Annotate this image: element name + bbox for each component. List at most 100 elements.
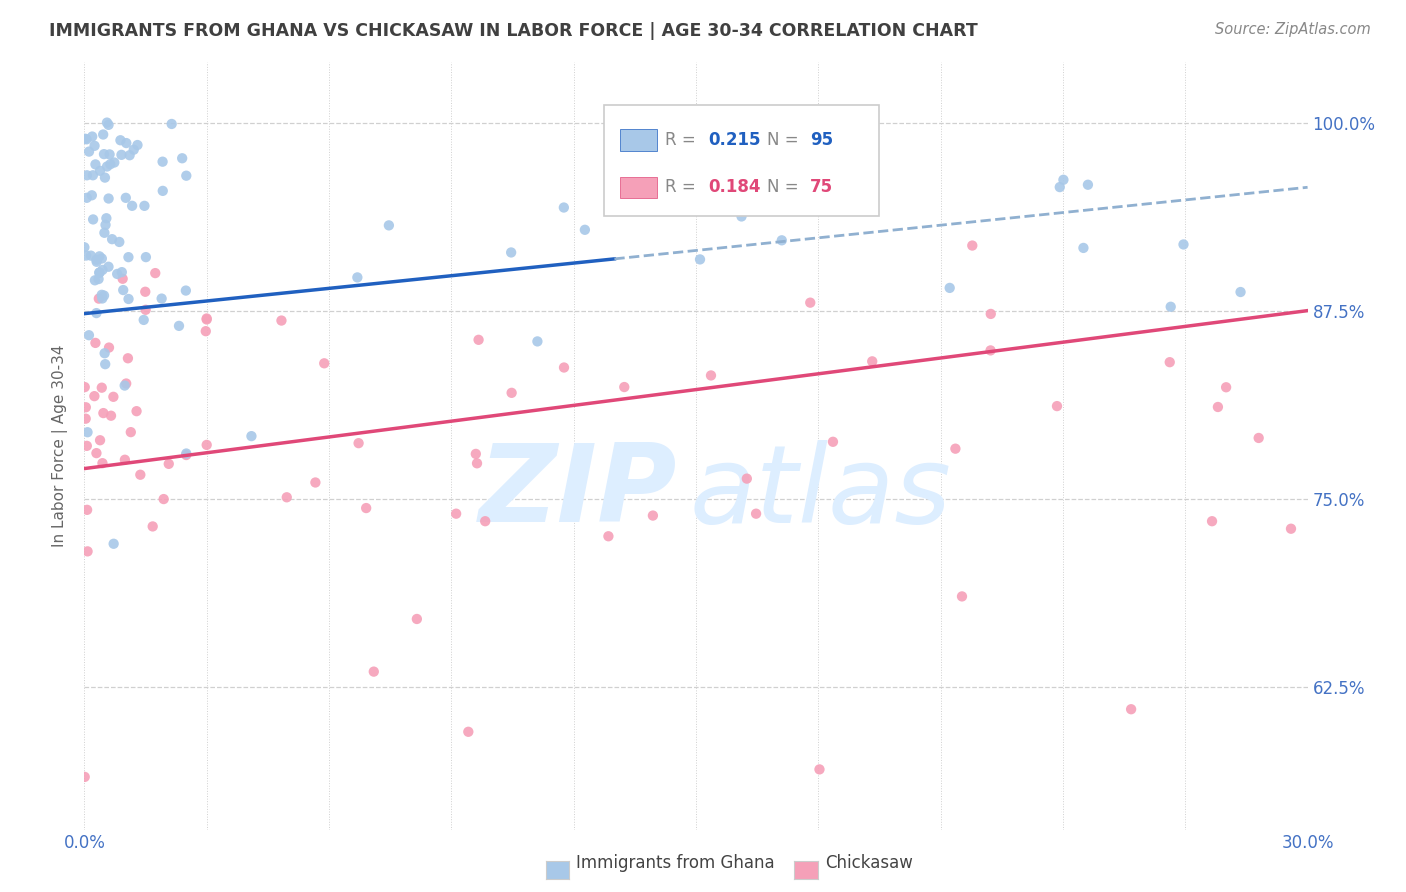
Text: 95: 95: [810, 131, 832, 149]
Point: [117, 351, 139, 366]
Point: [100, 409, 122, 423]
Point: [115, 136, 138, 150]
Point: [167, 318, 190, 333]
Point: [73, 380, 96, 394]
Point: [77, 328, 100, 343]
Point: [860, 354, 883, 368]
Point: [135, 250, 157, 264]
Point: [110, 133, 132, 147]
Text: R =: R =: [665, 178, 702, 196]
Text: IMMIGRANTS FROM GHANA VS CHICKASAW IN LABOR FORCE | AGE 30-34 CORRELATION CHART: IMMIGRANTS FROM GHANA VS CHICKASAW IN LA…: [49, 22, 979, 40]
Point: [84, 335, 107, 350]
Text: ZIP: ZIP: [479, 439, 678, 545]
Point: [90, 288, 112, 302]
Point: [86, 252, 108, 267]
Point: [76, 132, 98, 146]
Point: [98, 157, 121, 171]
Point: [405, 612, 427, 626]
Point: [83, 389, 105, 403]
Point: [1229, 285, 1251, 299]
Text: 75: 75: [810, 178, 832, 196]
Point: [73, 770, 96, 784]
Point: [96, 160, 118, 174]
Point: [808, 763, 831, 777]
Point: [132, 313, 155, 327]
Point: [89, 163, 111, 178]
Text: R =: R =: [665, 131, 702, 149]
Point: [96, 211, 118, 226]
Point: [76, 439, 98, 453]
Point: [980, 307, 1002, 321]
Point: [91, 456, 114, 470]
Point: [474, 514, 496, 528]
Point: [689, 252, 711, 267]
Point: [134, 285, 156, 299]
Point: [1049, 180, 1071, 194]
Point: [86, 306, 108, 320]
Point: [195, 438, 218, 452]
Point: [730, 210, 752, 224]
Point: [174, 284, 197, 298]
Point: [73, 240, 96, 254]
Point: [1279, 522, 1302, 536]
Point: [821, 434, 844, 449]
Point: [75, 411, 97, 425]
Point: [75, 132, 97, 146]
Text: 0.215: 0.215: [709, 131, 761, 149]
Point: [76, 425, 98, 440]
Point: [87, 292, 110, 306]
Point: [108, 235, 131, 249]
Bar: [620, 129, 657, 151]
Point: [172, 151, 194, 165]
Point: [121, 199, 143, 213]
Point: [94, 170, 117, 185]
Point: [195, 312, 218, 326]
Point: [122, 143, 145, 157]
Point: [1160, 300, 1182, 314]
Point: [945, 442, 967, 456]
Point: [103, 155, 125, 169]
Point: [526, 334, 548, 349]
Point: [641, 508, 664, 523]
Point: [129, 467, 152, 482]
Point: [354, 501, 377, 516]
Point: [110, 148, 132, 162]
Point: [125, 404, 148, 418]
Point: [553, 201, 575, 215]
Point: [103, 390, 125, 404]
Point: [1247, 431, 1270, 445]
Point: [152, 184, 174, 198]
Point: [91, 292, 114, 306]
Point: [117, 250, 139, 264]
Point: [114, 191, 136, 205]
Point: [304, 475, 326, 490]
Point: [83, 273, 105, 287]
Point: [76, 503, 98, 517]
Point: [467, 333, 489, 347]
Point: [89, 266, 111, 280]
Point: [1201, 514, 1223, 528]
Point: [112, 283, 135, 297]
Point: [378, 219, 401, 233]
Point: [98, 147, 121, 161]
Point: [93, 288, 115, 302]
Point: [613, 380, 636, 394]
Point: [76, 544, 98, 558]
Point: [89, 266, 111, 280]
Point: [84, 157, 107, 171]
Point: [574, 223, 596, 237]
Point: [111, 265, 134, 279]
Point: [444, 507, 467, 521]
Point: [90, 252, 112, 266]
FancyBboxPatch shape: [605, 104, 880, 216]
Point: [82, 168, 104, 182]
Point: [97, 260, 120, 274]
Point: [76, 191, 98, 205]
Point: [194, 324, 217, 338]
Point: [127, 138, 149, 153]
Point: [89, 249, 111, 263]
Point: [142, 519, 165, 533]
Point: [89, 434, 111, 448]
Point: [652, 172, 675, 186]
Point: [135, 302, 157, 317]
